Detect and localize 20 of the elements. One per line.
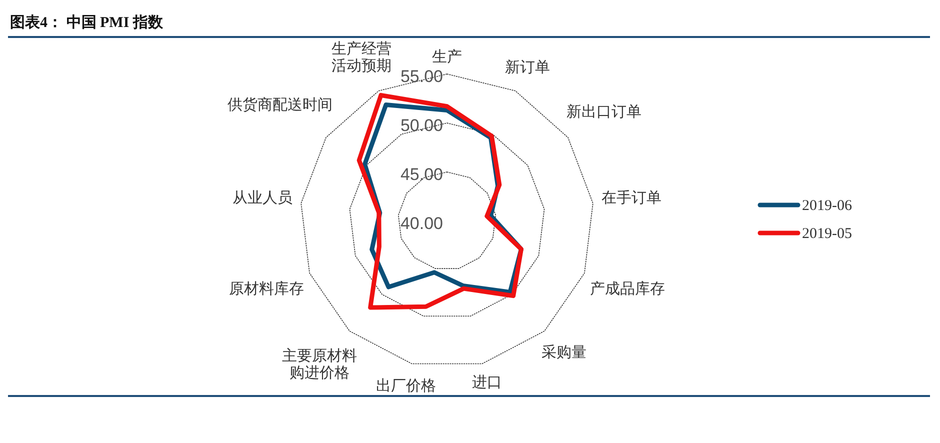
spoke-label: 新订单 xyxy=(504,58,550,76)
legend-label: 2019-06 xyxy=(802,198,852,214)
spoke-label: 出厂价格 xyxy=(376,377,436,394)
spoke-label: 采购量 xyxy=(541,344,586,361)
y-tick-label: 50.00 xyxy=(400,116,443,135)
legend-label: 2019-05 xyxy=(802,226,852,242)
y-tick-label: 40.00 xyxy=(400,214,443,233)
spoke-label: 产成品库存 xyxy=(590,280,666,298)
spoke-label: 供货商配送时间 xyxy=(227,96,332,114)
spoke-label: 从业人员 xyxy=(232,190,293,207)
spoke-label: 生产经营活动预期 xyxy=(331,40,392,75)
spoke-label: 在手订单 xyxy=(601,190,662,207)
y-tick-label: 55.00 xyxy=(400,67,443,86)
text: 图表4： 中国 PMI 指数 xyxy=(10,14,164,31)
spoke-label: 进口 xyxy=(472,374,502,391)
spoke-label: 原材料库存 xyxy=(228,280,304,298)
spoke-label: 新出口订单 xyxy=(566,104,642,121)
y-tick-label: 45.00 xyxy=(400,165,443,184)
spoke-label: 生产 xyxy=(432,48,462,66)
spoke-label: 主要原材料购进价格 xyxy=(282,348,357,382)
